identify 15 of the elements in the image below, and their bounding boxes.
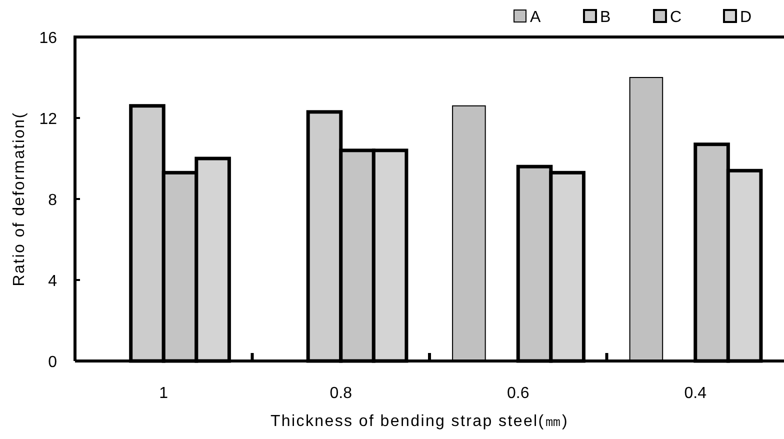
legend-label: C [670, 9, 682, 26]
y-tick-label: 12 [39, 111, 58, 128]
y-tick-label: 4 [48, 273, 58, 290]
x-tick-label: 0.8 [330, 385, 352, 402]
y-axis-title: Ratio of deformation( [11, 112, 28, 286]
x-tick-label: 1 [159, 385, 168, 402]
y-tick-label: 8 [48, 192, 58, 209]
y-tick-label: 0 [48, 354, 58, 371]
y-tick-label: 16 [39, 30, 58, 47]
x-tick-label: 0.6 [507, 385, 530, 402]
x-axis-title: Thickness of bending strap steel(㎜) [270, 413, 569, 430]
x-tick-label: 0.4 [684, 385, 707, 402]
legend-label: D [740, 9, 752, 26]
legend-label: A [530, 9, 541, 26]
legend-label: B [600, 9, 611, 26]
